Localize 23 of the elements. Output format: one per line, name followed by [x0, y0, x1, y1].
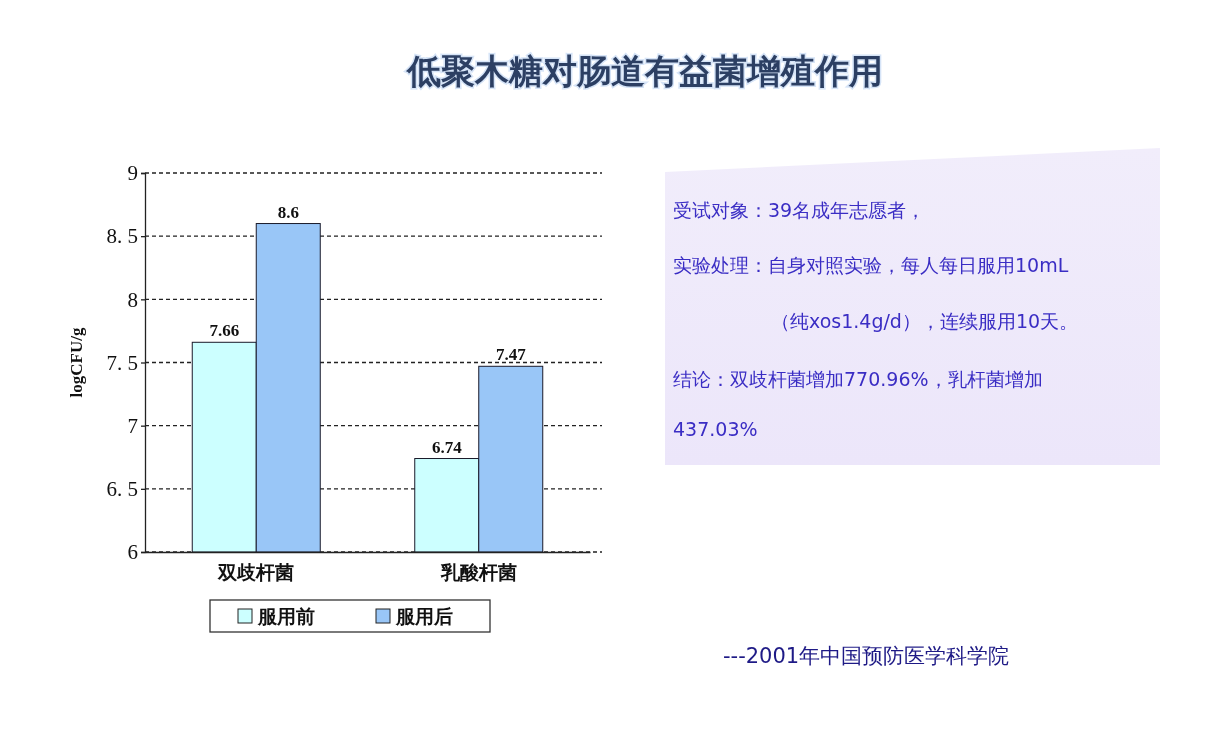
text: 受试对象：39名成年志愿者，	[673, 199, 926, 221]
text: （纯xos1.4g/d），连续服用10天。	[771, 310, 1079, 332]
legend-label: 服用后	[395, 606, 453, 627]
data-label: 6.74	[431, 437, 463, 457]
data-label: 8.6	[277, 202, 299, 222]
text: 实验处理：自身对照实验，每人每日服用10mL	[673, 254, 1069, 276]
legend-label: 服用前	[257, 606, 315, 627]
text: 437.03%	[673, 418, 758, 440]
y-tick-label: 8. 5	[106, 224, 138, 249]
data-label: 7.47	[495, 345, 527, 365]
x-tick-label: 双歧杆菌	[217, 561, 295, 583]
text: 结论：双歧杆菌增加770.96%，乳杆菌增加	[673, 368, 1043, 390]
y-axis-title: logCFU/g	[67, 327, 86, 398]
y-tick-label: 6. 5	[106, 477, 138, 502]
chart-title: 低聚木糖对肠道有益菌增殖作用	[405, 51, 883, 91]
data-label: 7.66	[209, 321, 240, 341]
y-tick-label: 8	[127, 287, 138, 312]
x-tick-label: 乳酸杆菌	[439, 561, 517, 583]
y-tick-label: 6	[127, 540, 138, 565]
y-tick-label: 7	[127, 413, 138, 438]
text: ---2001年中国预防医学科学院	[723, 644, 1010, 668]
y-tick-label: 9	[127, 161, 138, 186]
y-tick-label: 7. 5	[106, 350, 138, 375]
